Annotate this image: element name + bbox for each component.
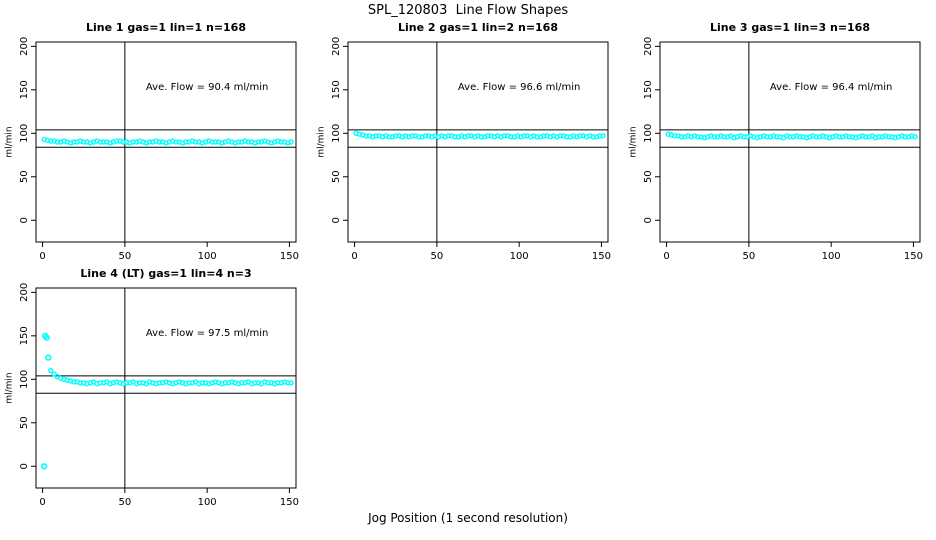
y-tick-label: 0 [643, 217, 654, 223]
y-tick-label: 0 [331, 217, 342, 223]
ave-flow-annotation: Ave. Flow = 97.5 ml/min [146, 328, 268, 339]
y-tick-label: 150 [331, 80, 342, 99]
y-tick-label: 200 [331, 37, 342, 56]
y-tick-label: 50 [331, 170, 342, 183]
plot-box [35, 287, 297, 489]
shared-x-axis-label: Jog Position (1 second resolution) [368, 511, 568, 525]
scatter-points [40, 332, 294, 470]
panel-2-plot: Line 2 gas=1 lin=2 n=168 0 50 100 150 0 50 100 1… [317, 21, 611, 262]
x-tick-label: 100 [510, 251, 529, 260]
x-tick-label: 150 [280, 251, 299, 260]
y-tick-label: 150 [19, 326, 30, 345]
scatter-points [353, 130, 606, 140]
y-tick-label: 50 [19, 416, 30, 429]
outlier-point [45, 354, 52, 361]
y-axis-label: ml/min [317, 126, 327, 157]
x-tick-label: 0 [351, 251, 357, 260]
y-tick-label: 200 [19, 37, 30, 56]
x-tick-label: 50 [430, 251, 443, 260]
panel-1: Line 1 gas=1 lin=1 n=168 0 50 100 150 0 50 100 1… [0, 14, 312, 262]
panel-title: Line 4 (LT) gas=1 lin=4 n=3 [80, 267, 251, 280]
scatter-points [41, 136, 294, 146]
panel-4: Line 4 (LT) gas=1 lin=4 n=3 0 50 100 150 0 50 1… [0, 260, 312, 508]
outlier-point [43, 334, 50, 341]
y-tick-label: 200 [643, 37, 654, 56]
panel-title: Line 3 gas=1 lin=3 n=168 [710, 21, 870, 34]
outlier-point [40, 463, 48, 470]
ave-flow-annotation: Ave. Flow = 96.6 ml/min [458, 82, 580, 93]
y-tick-label: 0 [19, 463, 30, 469]
y-axis-label: ml/min [629, 126, 639, 157]
panel-3: Line 3 gas=1 lin=3 n=168 0 50 100 150 0 50 100 1… [624, 14, 936, 262]
x-tick-label: 50 [118, 251, 131, 260]
x-tick-label: 100 [198, 251, 217, 260]
y-tick-label: 100 [331, 124, 342, 143]
y-axis-label: ml/min [5, 126, 15, 157]
plot-box [659, 41, 921, 243]
ave-flow-annotation: Ave. Flow = 90.4 ml/min [146, 82, 268, 93]
panel-1-plot: Line 1 gas=1 lin=1 n=168 0 50 100 150 0 50 100 1… [5, 21, 299, 262]
x-tick-label: 150 [904, 251, 923, 260]
panel-title: Line 1 gas=1 lin=1 n=168 [86, 21, 246, 34]
figure-title: SPL_120803 Line Flow Shapes [367, 3, 569, 18]
y-tick-label: 100 [19, 370, 30, 389]
x-tick-label: 100 [822, 251, 841, 260]
scatter-points [665, 131, 918, 141]
panels-grid: Line 1 gas=1 lin=1 n=168 0 50 100 150 0 50 100 1… [0, 14, 936, 508]
panel-4-plot: Line 4 (LT) gas=1 lin=4 n=3 0 50 100 150 0 50 1… [5, 267, 299, 508]
x-tick-label: 150 [592, 251, 611, 260]
panel-2: Line 2 gas=1 lin=2 n=168 0 50 100 150 0 50 100 1… [312, 14, 624, 262]
y-tick-label: 100 [643, 124, 654, 143]
y-tick-label: 200 [19, 283, 30, 302]
plot-box [347, 41, 609, 243]
y-tick-label: 50 [19, 170, 30, 183]
y-tick-label: 50 [643, 170, 654, 183]
plot-box [35, 41, 297, 243]
y-tick-label: 100 [19, 124, 30, 143]
x-tick-label: 100 [198, 497, 217, 506]
x-tick-label: 50 [742, 251, 755, 260]
x-tick-label: 0 [39, 497, 45, 506]
panel-title: Line 2 gas=1 lin=2 n=168 [398, 21, 558, 34]
y-tick-label: 0 [19, 217, 30, 223]
x-tick-label: 0 [663, 251, 669, 260]
y-axis-label: ml/min [5, 372, 15, 403]
panel-3-plot: Line 3 gas=1 lin=3 n=168 0 50 100 150 0 50 100 1… [629, 21, 923, 262]
x-tick-label: 150 [280, 497, 299, 506]
x-tick-label: 0 [39, 251, 45, 260]
y-tick-label: 150 [643, 80, 654, 99]
y-tick-label: 150 [19, 80, 30, 99]
ave-flow-annotation: Ave. Flow = 96.4 ml/min [770, 82, 892, 93]
x-tick-label: 50 [118, 497, 131, 506]
